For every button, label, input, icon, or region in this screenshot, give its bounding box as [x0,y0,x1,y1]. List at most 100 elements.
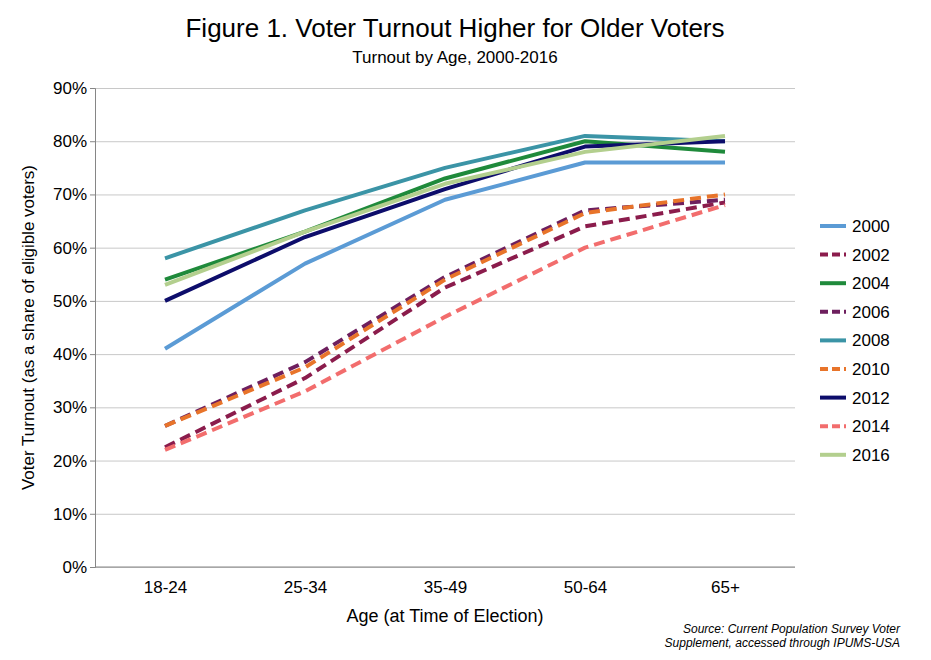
plot-area [165,136,725,450]
y-axis-line [90,89,96,568]
y-tick-mark [90,407,95,408]
x-tick: 50-64 [564,578,607,597]
x-tick: 35-49 [424,578,467,597]
y-tick-mark [90,248,95,249]
y-tick: 40% [53,345,95,364]
legend-item: 2008 [820,331,890,350]
legend-label: 2008 [852,331,890,350]
y-tick: 0% [62,558,95,577]
x-axis-title: Age (at Time of Election) [346,606,543,626]
grid-line [95,194,795,195]
legend-item: 2000 [820,217,890,236]
series-line [165,141,725,301]
y-tick-label: 80% [53,132,87,151]
legend-item: 2016 [820,446,890,465]
x-tick-label: 50-64 [564,578,607,597]
legend-label: 2012 [852,389,890,408]
x-tick: 25-34 [284,578,327,597]
legend-item: 2004 [820,274,890,293]
y-tick-mark [90,514,95,515]
x-tick: 65+ [711,578,740,597]
y-tick-label: 60% [53,239,87,258]
grid [95,89,795,568]
y-tick-label: 0% [62,558,87,577]
y-tick: 30% [53,398,95,417]
y-tick: 90% [53,79,95,98]
legend-swatch [820,453,846,457]
y-tick: 80% [53,132,95,151]
grid-line [95,514,795,515]
legend-label: 2004 [852,274,890,293]
series-line [165,136,725,285]
y-tick-mark [90,88,95,89]
legend-item: 2006 [820,303,890,322]
y-tick-mark [90,567,95,568]
legend-item: 2012 [820,389,890,408]
legend-swatch [820,310,846,314]
legend: 2000 2002 2004 2006 2008 2010 2012 2014 2016 [820,217,890,465]
grid-tick [95,567,795,568]
y-tick-label: 50% [53,292,87,311]
x-tick-label: 35-49 [424,578,467,597]
grid-tick [95,194,795,195]
y-tick: 70% [53,185,95,204]
grid-line [95,354,795,355]
y-axis-title: Voter Turnout (as a share of eligible vo… [19,165,38,490]
legend-label: 2014 [852,417,890,436]
series-line [165,202,725,447]
source-note: Supplement, accessed through IPUMS-USA [665,636,900,650]
series-line [165,194,725,426]
x-tick-label: 18-24 [144,578,187,597]
y-tick-mark [90,141,95,142]
x-tick-label: 65+ [711,578,740,597]
series-line [165,205,725,450]
y-tick-label: 40% [53,345,87,364]
y-tick: 60% [53,239,95,258]
y-tick-mark [90,194,95,195]
grid-line [95,461,795,462]
grid-line [95,301,795,302]
legend-swatch [820,396,846,400]
legend-swatch [820,367,846,371]
legend-label: 2002 [852,246,890,265]
y-axis: 0% 10% 20% 30% 40% 50% 60% 70% 80% 90% [53,79,96,577]
grid-line [95,88,795,89]
chart: Figure 1. Voter Turnout Higher for Older… [0,0,931,660]
y-tick-label: 30% [53,398,87,417]
y-tick: 50% [53,292,95,311]
legend-label: 2006 [852,303,890,322]
y-tick: 20% [53,451,95,470]
y-tick: 10% [53,505,95,524]
grid-tick [95,514,795,515]
legend-item: 2010 [820,360,890,379]
series-line [165,141,725,279]
grid-tick [95,354,795,355]
y-tick-mark [90,461,95,462]
legend-swatch [820,281,846,285]
subtitle: Turnout by Age, 2000-2016 [352,48,557,67]
legend-swatch [820,224,846,228]
y-tick-label: 20% [53,451,87,470]
source-note: Source: Current Population Survey Voter [683,622,901,636]
y-tick-mark [90,301,95,302]
x-tick-label: 25-34 [284,578,327,597]
legend-swatch [820,253,846,257]
legend-label: 2000 [852,217,890,236]
x-axis: 18-24 25-34 35-49 50-64 65+ [95,567,795,597]
y-tick-label: 70% [53,185,87,204]
grid-tick [95,88,795,89]
title: Figure 1. Voter Turnout Higher for Older… [185,13,724,43]
grid-tick [95,461,795,462]
legend-swatch [820,424,846,428]
y-tick-label: 10% [53,505,87,524]
legend-item: 2014 [820,417,890,436]
legend-label: 2010 [852,360,890,379]
legend-label: 2016 [852,446,890,465]
y-tick-label: 90% [53,79,87,98]
legend-item: 2002 [820,246,890,265]
legend-swatch [820,338,846,342]
grid-line [95,567,795,568]
grid-tick [95,301,795,302]
series-line [165,136,725,258]
x-axis-line [95,567,795,568]
